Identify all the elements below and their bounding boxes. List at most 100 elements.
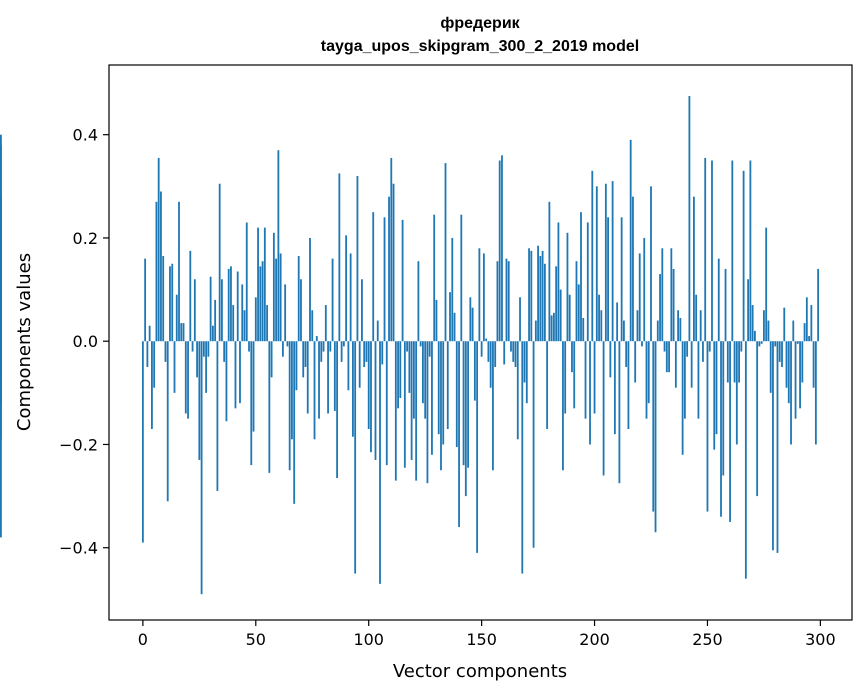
bar (469, 297, 472, 342)
bar (397, 341, 399, 409)
x-tick-label: 150 (466, 630, 497, 649)
bar (724, 268, 727, 342)
bar (173, 341, 176, 393)
bar (537, 245, 539, 342)
bar (604, 183, 607, 342)
bar (313, 341, 316, 440)
bar (600, 310, 603, 342)
bar (462, 341, 465, 466)
bar (458, 341, 460, 528)
bar (634, 341, 637, 383)
bar (794, 341, 797, 419)
bar (214, 299, 217, 342)
bar (263, 227, 266, 342)
bar (611, 181, 614, 342)
bar (390, 157, 393, 342)
bar (695, 294, 698, 342)
bar (205, 341, 208, 393)
bar (178, 201, 180, 342)
bar (534, 320, 537, 342)
bar (817, 268, 820, 342)
bar (329, 341, 332, 352)
bar (451, 237, 454, 342)
bar (516, 341, 519, 440)
bar (688, 95, 691, 342)
y-axis-label: Components values (14, 253, 35, 431)
bar (146, 341, 149, 368)
bar (453, 312, 456, 342)
bar (164, 341, 167, 362)
bar (336, 341, 338, 479)
bar (623, 320, 625, 342)
bar (738, 341, 740, 383)
bar (403, 341, 406, 468)
bar (607, 217, 609, 342)
bar (221, 279, 223, 342)
bar (586, 222, 589, 342)
bar (677, 310, 680, 342)
bar (406, 341, 409, 352)
y-axis-ticks: −0.4 −0.2 0.0 0.2 0.4 (59, 126, 109, 558)
bar (756, 341, 759, 497)
bar (808, 336, 810, 342)
bar (489, 341, 492, 388)
bar (424, 341, 427, 419)
bar (726, 341, 729, 383)
bar (293, 341, 296, 504)
bar (243, 310, 246, 342)
y-tick-label: −0.4 (59, 539, 98, 558)
bar (609, 341, 612, 378)
bar (394, 341, 397, 481)
bar (227, 268, 230, 342)
bar (636, 310, 639, 342)
bar (309, 237, 311, 342)
bar (184, 341, 187, 414)
bar (455, 341, 458, 448)
bar (435, 299, 438, 342)
bar (268, 341, 271, 473)
bar (681, 341, 684, 455)
bar (189, 250, 192, 342)
bar (333, 341, 336, 411)
bar (805, 297, 808, 342)
bar (510, 341, 512, 352)
bar (521, 341, 524, 574)
bar (593, 341, 596, 414)
bar (505, 258, 508, 342)
bar (230, 266, 232, 342)
bar (0, 338, 2, 342)
bar (252, 341, 255, 432)
bar (654, 341, 657, 533)
bar (530, 250, 533, 342)
bar (431, 341, 433, 455)
bar (412, 341, 415, 419)
bar (659, 274, 661, 342)
bar (288, 341, 291, 471)
bar (286, 341, 289, 347)
bar (580, 212, 582, 342)
bar (354, 341, 357, 574)
bar (638, 253, 641, 342)
bar (426, 341, 429, 484)
bar (180, 323, 183, 342)
bar (787, 341, 790, 404)
bar (792, 320, 795, 342)
bar (284, 284, 287, 342)
bar (625, 341, 628, 368)
bar (713, 341, 716, 450)
bar (392, 183, 395, 342)
bar (270, 341, 273, 378)
bar (803, 323, 806, 342)
bar (715, 341, 718, 435)
bar (141, 341, 144, 543)
bar (582, 317, 585, 342)
bar (573, 341, 576, 409)
bar (372, 212, 375, 342)
bar (144, 258, 147, 342)
bar (345, 235, 348, 342)
bar (322, 341, 325, 352)
bar (663, 341, 666, 352)
bar (218, 183, 221, 342)
bar (232, 305, 235, 342)
bar (774, 341, 777, 347)
